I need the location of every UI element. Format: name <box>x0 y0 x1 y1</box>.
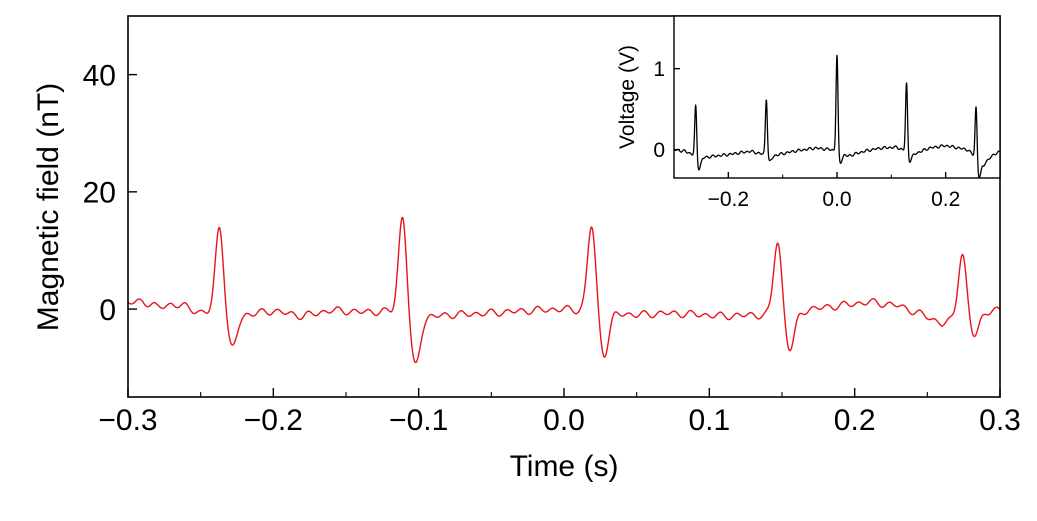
main-x-tick-label: −0.1 <box>389 404 448 437</box>
inset-y-tick-label: 0 <box>653 139 665 162</box>
inset-x-tick-label: 0.2 <box>931 188 960 211</box>
inset-x-tick-label: 0.0 <box>822 188 851 211</box>
main-x-tick-label: 0.0 <box>543 404 585 437</box>
main-y-axis: 0 20 40 <box>83 59 137 327</box>
main-x-tick-label: −0.3 <box>98 404 157 437</box>
main-x-tick-label: 0.1 <box>688 404 730 437</box>
main-x-tick-label: 0.3 <box>979 404 1021 437</box>
main-x-axis: −0.3 −0.2 −0.1 0.0 0.1 0.2 0.3 <box>98 388 1021 437</box>
inset-y-axis-label: Voltage (V) <box>616 45 639 149</box>
main-magnetic-field-line <box>127 216 1001 364</box>
main-y-tick-label: 0 <box>99 294 116 327</box>
inset-y-axis: 01 <box>653 58 680 162</box>
main-y-axis-label: Magnetic field (nT) <box>32 83 65 331</box>
main-y-tick-label: 40 <box>83 59 116 92</box>
inset-background <box>674 16 1000 178</box>
inset-plot: −0.2 0.0 0.2 01 Voltage (V) <box>616 15 1001 211</box>
inset-x-tick-label: −0.2 <box>708 188 749 211</box>
main-y-tick-label: 20 <box>83 177 116 210</box>
main-x-tick-label: −0.2 <box>244 404 303 437</box>
inset-x-axis: −0.2 0.0 0.2 <box>673 172 1001 211</box>
inset-voltage-line <box>673 54 1001 179</box>
inset-y-tick-label: 1 <box>653 58 665 81</box>
main-x-tick-label: 0.2 <box>834 404 876 437</box>
main-x-axis-label: Time (s) <box>510 450 619 483</box>
